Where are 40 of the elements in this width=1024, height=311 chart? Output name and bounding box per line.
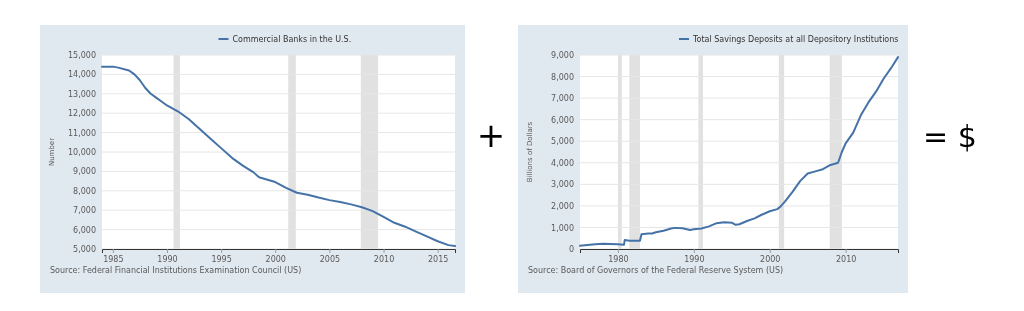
x-tick-label: 2000 (265, 254, 286, 264)
source-note: Source: Federal Financial Institutions Examination Council (US) (50, 266, 302, 275)
x-tick-label: 2015 (428, 254, 449, 264)
line-series (579, 56, 899, 247)
y-tick-label: 6,000 (73, 225, 96, 235)
y-tick-label: 9,000 (73, 167, 96, 177)
text: = $ (923, 119, 977, 154)
y-tick-label: 4,000 (551, 158, 574, 168)
y-tick-label: 0 (568, 245, 574, 255)
y-tick-label: 9,000 (551, 51, 574, 61)
source-note: Source: Board of Governors of the Federal Reserve System (US) (528, 266, 784, 275)
y-tick-label: 2,000 (551, 201, 574, 211)
x-tick-label: 2000 (760, 254, 781, 264)
legend-label: Total Savings Deposits at all Depository Institutions (692, 35, 899, 44)
y-tick-label: 11,000 (68, 128, 96, 138)
x-tick-label: 2010 (373, 254, 395, 264)
y-tick-label: 7,000 (551, 94, 574, 104)
x-tick-label: 1995 (211, 254, 232, 264)
x-tick-label: 1985 (103, 254, 124, 264)
y-tick-label: 7,000 (73, 206, 96, 216)
y-tick-label: 12,000 (68, 109, 96, 119)
x-tick-label: 2005 (319, 254, 341, 264)
y-tick-label: 14,000 (68, 70, 96, 80)
y-tick-label: 13,000 (68, 89, 96, 99)
x-tick-label: 1980 (608, 254, 629, 264)
y-tick-label: 5,000 (551, 137, 574, 147)
x-tick-label: 1990 (684, 254, 705, 264)
legend-label: Commercial Banks in the U.S. (232, 35, 352, 44)
line-series (101, 65, 456, 248)
x-tick-label: 2010 (835, 254, 857, 264)
y-tick-label: 10,000 (68, 148, 96, 158)
y-tick-label: 5,000 (73, 245, 96, 255)
y-tick-label: 8,000 (551, 72, 574, 82)
y-tick-label: 6,000 (551, 115, 574, 125)
text: + (476, 115, 506, 155)
y-tick-label: 15,000 (68, 51, 96, 61)
y-tick-label: 3,000 (551, 180, 574, 190)
y-tick-label: 1,000 (551, 223, 574, 233)
x-tick-label: 1990 (157, 254, 178, 264)
y-tick-label: 8,000 (73, 186, 96, 196)
